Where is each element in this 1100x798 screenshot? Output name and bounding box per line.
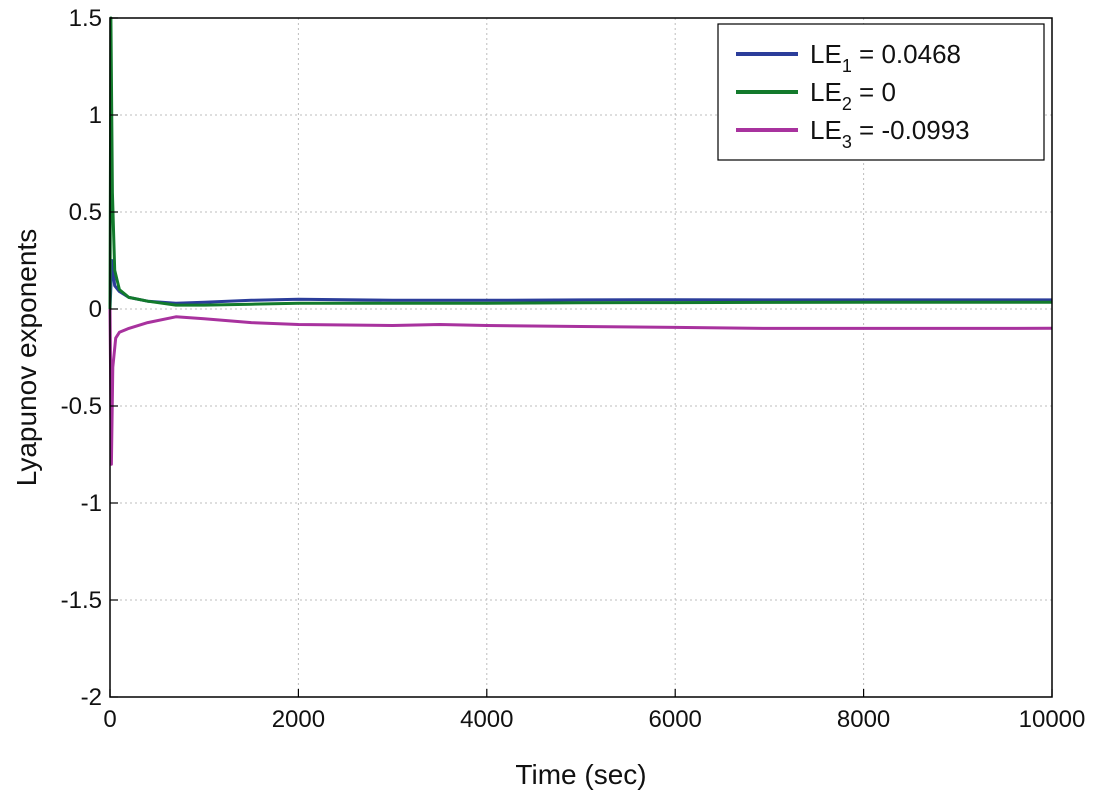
plot-area-frame	[109, 17, 1053, 698]
x-tick-label: 0	[103, 706, 116, 733]
legend-label-subscript: 3	[842, 132, 852, 152]
legend-label-main: LE	[810, 115, 842, 145]
y-tick-label: 0	[89, 296, 102, 323]
y-tick-label: -1	[81, 490, 102, 517]
legend-label-subscript: 2	[842, 94, 852, 114]
y-tick-label: 1	[89, 102, 102, 129]
series-line-3	[108, 308, 1053, 466]
series-line-2	[108, 16, 1052, 310]
x-tick-label: 6000	[649, 706, 702, 733]
x-tick-label: 8000	[837, 706, 890, 733]
legend-label-1: LE1 = 0.0468	[810, 39, 961, 76]
y-tick-label: -2	[81, 684, 102, 711]
legend-label-main: LE	[810, 39, 842, 69]
legend-label-2: LE2 = 0	[810, 77, 896, 114]
y-axis-title: Lyapunov exponents	[11, 229, 42, 486]
legend-label-subscript: 1	[842, 56, 852, 76]
legend-label-value: = 0	[852, 77, 896, 107]
series-lines	[108, 16, 1053, 466]
axis-ticks: 0 2000 4000 6000 8000 10000 1.5 1 0.5 0 -0.5 -1 -1.5…	[61, 5, 1086, 733]
y-tick-label: -0.5	[61, 393, 102, 420]
y-tick-label: 0.5	[69, 199, 102, 226]
x-tick-label: 10000	[1019, 706, 1086, 733]
y-tick-label: 1.5	[69, 5, 102, 32]
x-tick-label: 4000	[460, 706, 513, 733]
x-tick-label: 2000	[272, 706, 325, 733]
legend-label-3: LE3 = -0.0993	[810, 115, 970, 152]
x-axis-title: Time (sec)	[515, 759, 646, 790]
legend-label-value: = 0.0468	[852, 39, 961, 69]
legend-label-value: = -0.0993	[852, 115, 970, 145]
legend-label-main: LE	[810, 77, 842, 107]
y-tick-label: -1.5	[61, 587, 102, 614]
